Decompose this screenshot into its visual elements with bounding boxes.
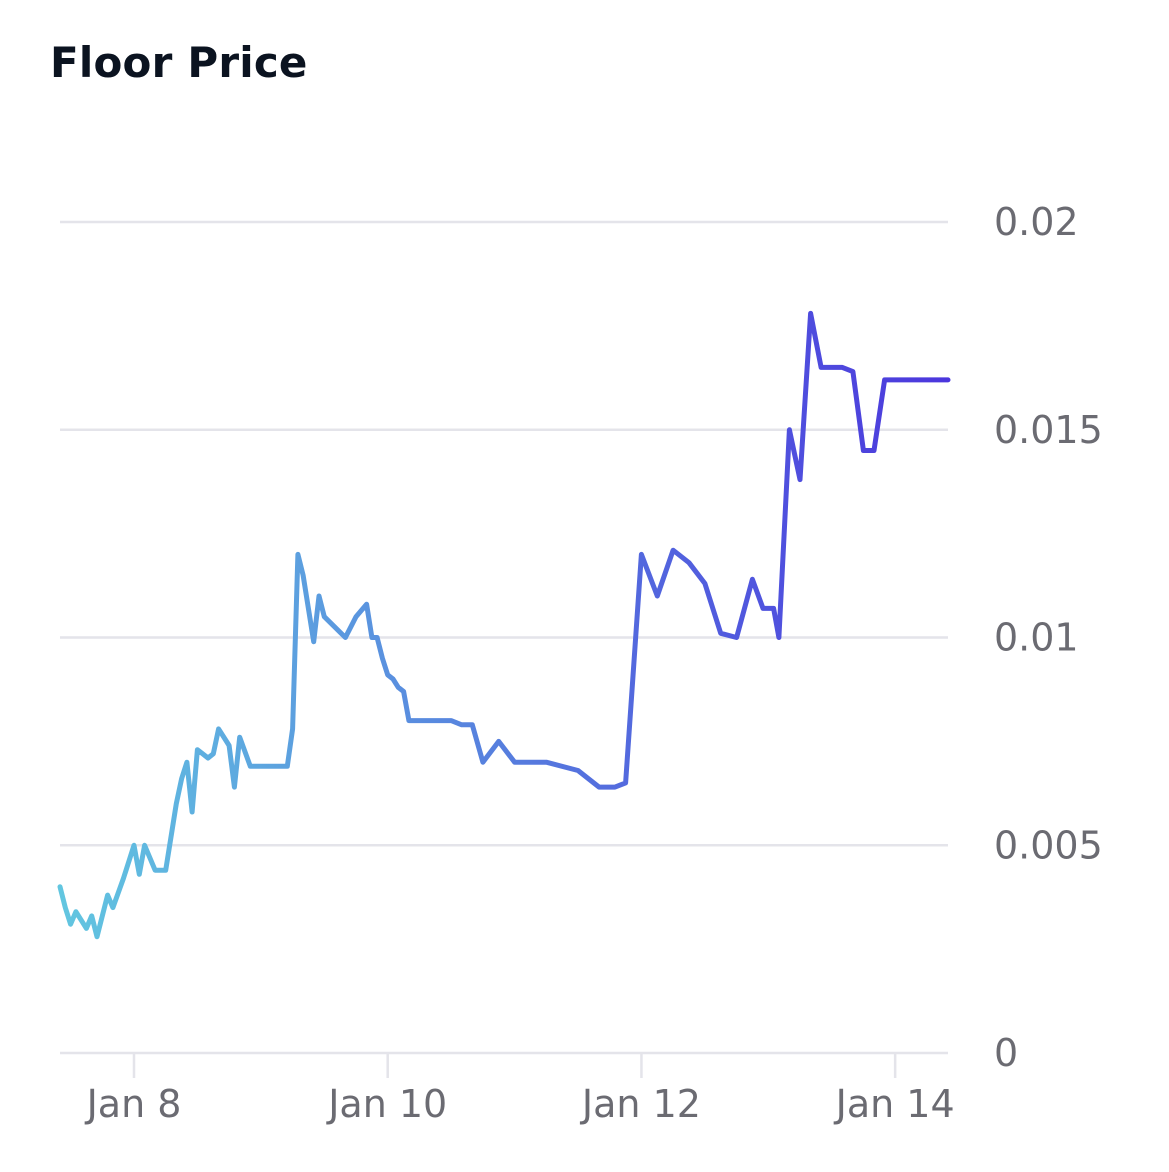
y-tick-label: 0.005 bbox=[994, 823, 1103, 867]
x-tick-label: Jan 12 bbox=[580, 1082, 701, 1126]
x-tick-label: Jan 14 bbox=[834, 1082, 955, 1126]
chart-title: Floor Price bbox=[50, 38, 308, 87]
y-tick-label: 0.015 bbox=[994, 408, 1103, 452]
series-layer bbox=[57, 310, 951, 940]
x-tick-label: Jan 10 bbox=[326, 1082, 447, 1126]
y-tick-label: 0.02 bbox=[994, 200, 1079, 244]
x-axis-labels: Jan 8 Jan 10 Jan 12 Jan 14 bbox=[85, 1082, 955, 1126]
x-axis-ticks bbox=[132, 1053, 897, 1078]
floor-price-line bbox=[57, 310, 951, 940]
y-axis-labels: 0 0.005 0.01 0.015 0.02 bbox=[994, 200, 1103, 1075]
gridlines bbox=[60, 220, 948, 1055]
y-tick-label: 0.01 bbox=[994, 616, 1079, 660]
y-tick-label: 0 bbox=[994, 1031, 1018, 1075]
x-tick-label: Jan 8 bbox=[85, 1082, 182, 1126]
